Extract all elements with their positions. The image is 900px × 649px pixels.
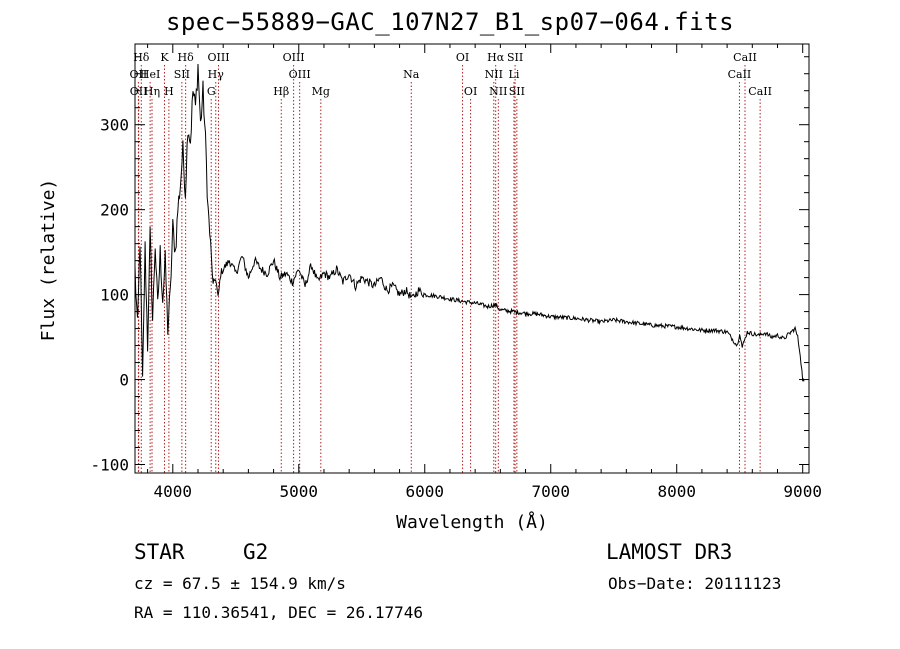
spectral-line-label: OIII xyxy=(207,51,229,64)
observation-date: Obs−Date: 20111123 xyxy=(608,574,782,593)
spectral-line-label: Hδ xyxy=(178,51,195,64)
object-class: STAR xyxy=(134,540,185,564)
y-tick-label: 200 xyxy=(100,201,129,220)
coordinates: RA = 110.36541, DEC = 26.17746 xyxy=(134,603,423,622)
y-tick-label: 100 xyxy=(100,286,129,305)
y-tick-label: 0 xyxy=(119,371,129,390)
spectrum-line xyxy=(134,63,805,382)
survey-name: LAMOST DR3 xyxy=(606,540,733,564)
spectral-line-label: CaII xyxy=(728,68,752,81)
spectral-line-label: OI xyxy=(464,85,477,98)
spectral-line-label: Mg xyxy=(312,85,330,98)
spectral-line-label: SII xyxy=(507,51,523,64)
spectral-line-label: SII xyxy=(509,85,525,98)
spectral-line-label: NII xyxy=(485,68,503,81)
spectral-line-label: SII xyxy=(174,68,190,81)
spectral-line-label: OIII xyxy=(289,68,311,81)
x-tick-label: 7000 xyxy=(531,482,570,501)
spectral-line-label: HeI xyxy=(140,68,160,81)
x-tick-label: 8000 xyxy=(657,482,696,501)
plot-frame xyxy=(134,43,810,474)
y-axis-label: Flux (relative) xyxy=(38,179,59,342)
spectral-line-label: Hη xyxy=(144,85,160,98)
object-subclass: G2 xyxy=(243,540,269,564)
x-tick-label: 4000 xyxy=(154,482,193,501)
spectrum-series xyxy=(134,63,805,382)
spectral-line-label: OIII xyxy=(283,51,305,64)
y-tick-label: -100 xyxy=(90,456,129,475)
spectral-line-markers xyxy=(137,65,761,473)
spectral-line-label: Hα xyxy=(487,51,505,64)
x-axis-label: Wavelength (Å) xyxy=(396,511,548,533)
spectral-line-label: CaII xyxy=(733,51,757,64)
y-tick-label: 300 xyxy=(100,116,129,135)
spectral-line-label: OII xyxy=(130,68,148,81)
spectral-line-label: H xyxy=(164,85,174,98)
chart-axes: 4000 5000 6000 7000 8000 9000 -100 0 100 200 300 xyxy=(90,43,822,501)
spectral-line-label: Hγ xyxy=(208,68,225,81)
spectral-line-label: CaII xyxy=(748,85,772,98)
chart-title: spec−55889−GAC_107N27_B1_sp07−064.fits xyxy=(165,8,735,36)
x-tick-label: 5000 xyxy=(280,482,319,501)
x-tick-label: 6000 xyxy=(405,482,444,501)
spectral-line-label: Hβ xyxy=(273,85,289,98)
spectral-line-label: NII xyxy=(489,85,507,98)
redshift-info: cz = 67.5 ± 154.9 km/s xyxy=(134,574,346,593)
spectral-line-label: OI xyxy=(456,51,469,64)
spectral-line-label: G xyxy=(207,85,216,98)
x-tick-label: 9000 xyxy=(783,482,822,501)
spectral-line-label: Hδ xyxy=(133,51,150,64)
spectral-line-label: K xyxy=(160,51,169,64)
spectral-line-label: Li xyxy=(509,68,520,81)
spectral-line-label: OII xyxy=(130,85,148,98)
spectral-line-label: Na xyxy=(403,68,420,81)
